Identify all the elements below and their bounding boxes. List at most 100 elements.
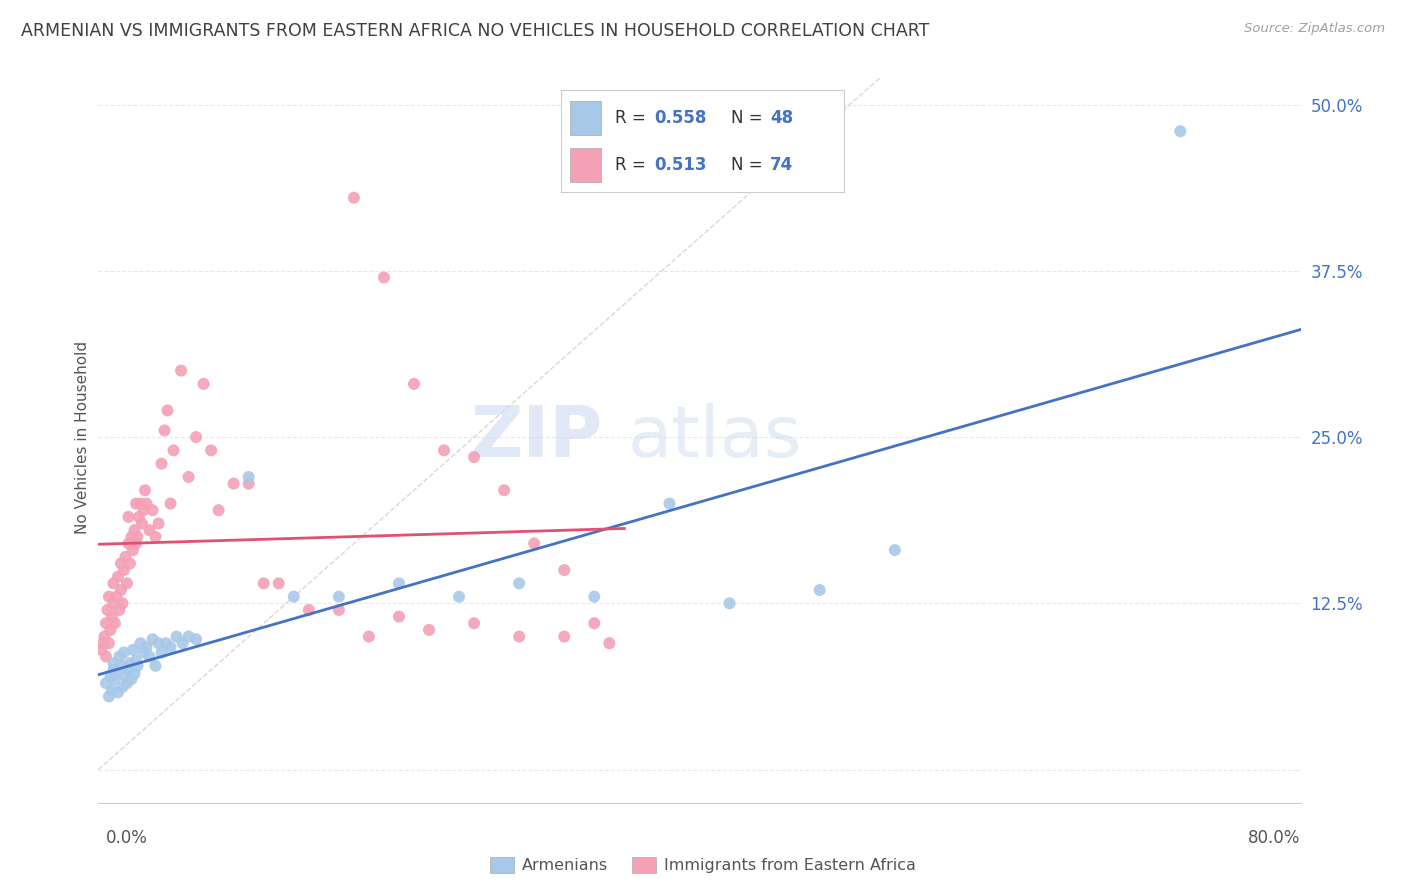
Point (145, 658, 167, 673)
Point (104, 616, 127, 631)
Point (93, 630, 115, 644)
Point (808, 582, 831, 597)
Point (159, 640, 181, 655)
Point (162, 443, 184, 458)
Point (117, 663, 139, 677)
Point (153, 424, 176, 438)
Point (155, 636, 177, 650)
Text: ARMENIAN VS IMMIGRANTS FROM EASTERN AFRICA NO VEHICLES IN HOUSEHOLD CORRELATION : ARMENIAN VS IMMIGRANTS FROM EASTERN AFRI… (21, 22, 929, 40)
Point (91, 636, 114, 650)
Point (122, 543, 145, 558)
Point (172, 636, 194, 650)
Point (100, 623, 122, 637)
Point (107, 685, 129, 699)
Point (110, 658, 132, 673)
Y-axis label: No Vehicles in Household: No Vehicles in Household (75, 341, 90, 533)
Point (101, 609, 124, 624)
Point (1170, 124, 1192, 138)
Point (718, 596, 741, 610)
Point (97, 590, 120, 604)
Point (135, 640, 157, 655)
Point (150, 457, 173, 471)
Point (103, 663, 125, 677)
Point (343, 191, 366, 205)
Point (125, 497, 148, 511)
Point (328, 603, 350, 617)
Point (108, 649, 131, 664)
Point (523, 536, 546, 550)
Point (125, 653, 148, 667)
Point (328, 590, 350, 604)
Point (94, 616, 117, 631)
Point (145, 530, 167, 544)
Point (357, 630, 380, 644)
Point (94, 649, 117, 664)
Point (150, 646, 173, 660)
Point (373, 270, 395, 285)
Point (283, 590, 305, 604)
Point (100, 669, 122, 683)
Point (134, 483, 156, 498)
Point (494, 483, 516, 498)
Point (138, 649, 160, 664)
Point (388, 576, 411, 591)
Point (553, 630, 575, 644)
Point (132, 646, 155, 660)
Point (148, 636, 170, 650)
Text: Source: ZipAtlas.com: Source: ZipAtlas.com (1244, 22, 1385, 36)
Point (90, 643, 112, 657)
Point (114, 669, 136, 683)
Point (658, 497, 681, 511)
Text: ZIP: ZIP (471, 402, 603, 472)
Point (508, 576, 530, 591)
Point (463, 450, 485, 464)
Point (112, 563, 135, 577)
Point (105, 666, 128, 681)
Point (108, 603, 131, 617)
Point (105, 590, 128, 604)
Point (298, 603, 321, 617)
Point (129, 636, 152, 650)
Point (121, 530, 143, 544)
Point (170, 363, 193, 377)
Point (117, 509, 139, 524)
Point (124, 666, 146, 681)
Point (103, 656, 125, 670)
Point (107, 570, 129, 584)
Point (208, 503, 231, 517)
Point (117, 536, 139, 550)
Point (129, 497, 152, 511)
Point (463, 616, 485, 631)
Point (193, 376, 215, 391)
Point (112, 646, 135, 660)
Point (125, 536, 148, 550)
Point (103, 576, 125, 591)
Point (110, 582, 132, 597)
Point (127, 530, 149, 544)
Point (97, 636, 120, 650)
Point (124, 523, 146, 537)
Point (132, 503, 155, 517)
Point (238, 476, 260, 491)
Point (883, 543, 905, 558)
Point (159, 497, 181, 511)
Point (553, 563, 575, 577)
Point (177, 470, 200, 484)
Point (115, 576, 138, 591)
Point (177, 630, 200, 644)
Point (200, 443, 222, 458)
Point (111, 596, 134, 610)
Point (114, 549, 136, 564)
Point (110, 557, 132, 571)
Legend: Armenians, Immigrants from Eastern Africa: Armenians, Immigrants from Eastern Afric… (484, 850, 922, 880)
Point (101, 682, 124, 697)
Point (156, 403, 179, 417)
Point (148, 516, 170, 531)
Point (115, 676, 138, 690)
Point (166, 630, 188, 644)
Point (184, 632, 207, 647)
Point (104, 672, 127, 686)
Text: atlas: atlas (627, 402, 801, 472)
Point (97, 690, 120, 704)
Point (253, 576, 276, 591)
